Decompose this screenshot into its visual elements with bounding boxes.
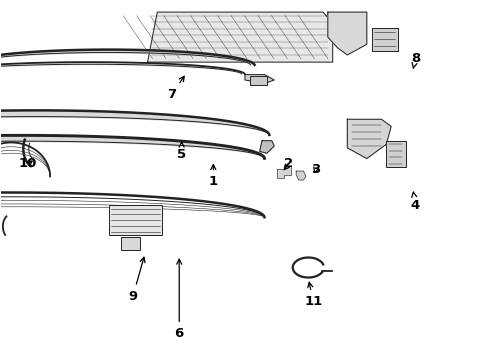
Text: 10: 10 [19,157,37,170]
Polygon shape [147,12,333,62]
FancyBboxPatch shape [372,28,398,51]
Text: 9: 9 [128,257,145,303]
Bar [386,141,406,167]
Polygon shape [260,141,274,153]
Polygon shape [245,75,274,84]
Polygon shape [328,12,367,55]
Bar [121,237,140,249]
Text: 6: 6 [174,259,184,340]
Text: 4: 4 [411,192,420,212]
Bar [250,76,267,85]
Polygon shape [347,119,391,158]
Text: 11: 11 [304,282,322,308]
Text: 2: 2 [284,157,294,170]
Polygon shape [277,166,291,178]
Text: 5: 5 [177,142,186,162]
Text: 1: 1 [209,165,218,188]
Text: 7: 7 [168,76,184,101]
Text: 8: 8 [411,52,420,68]
Polygon shape [296,171,306,180]
Bar [109,205,162,235]
Text: 3: 3 [311,163,320,176]
